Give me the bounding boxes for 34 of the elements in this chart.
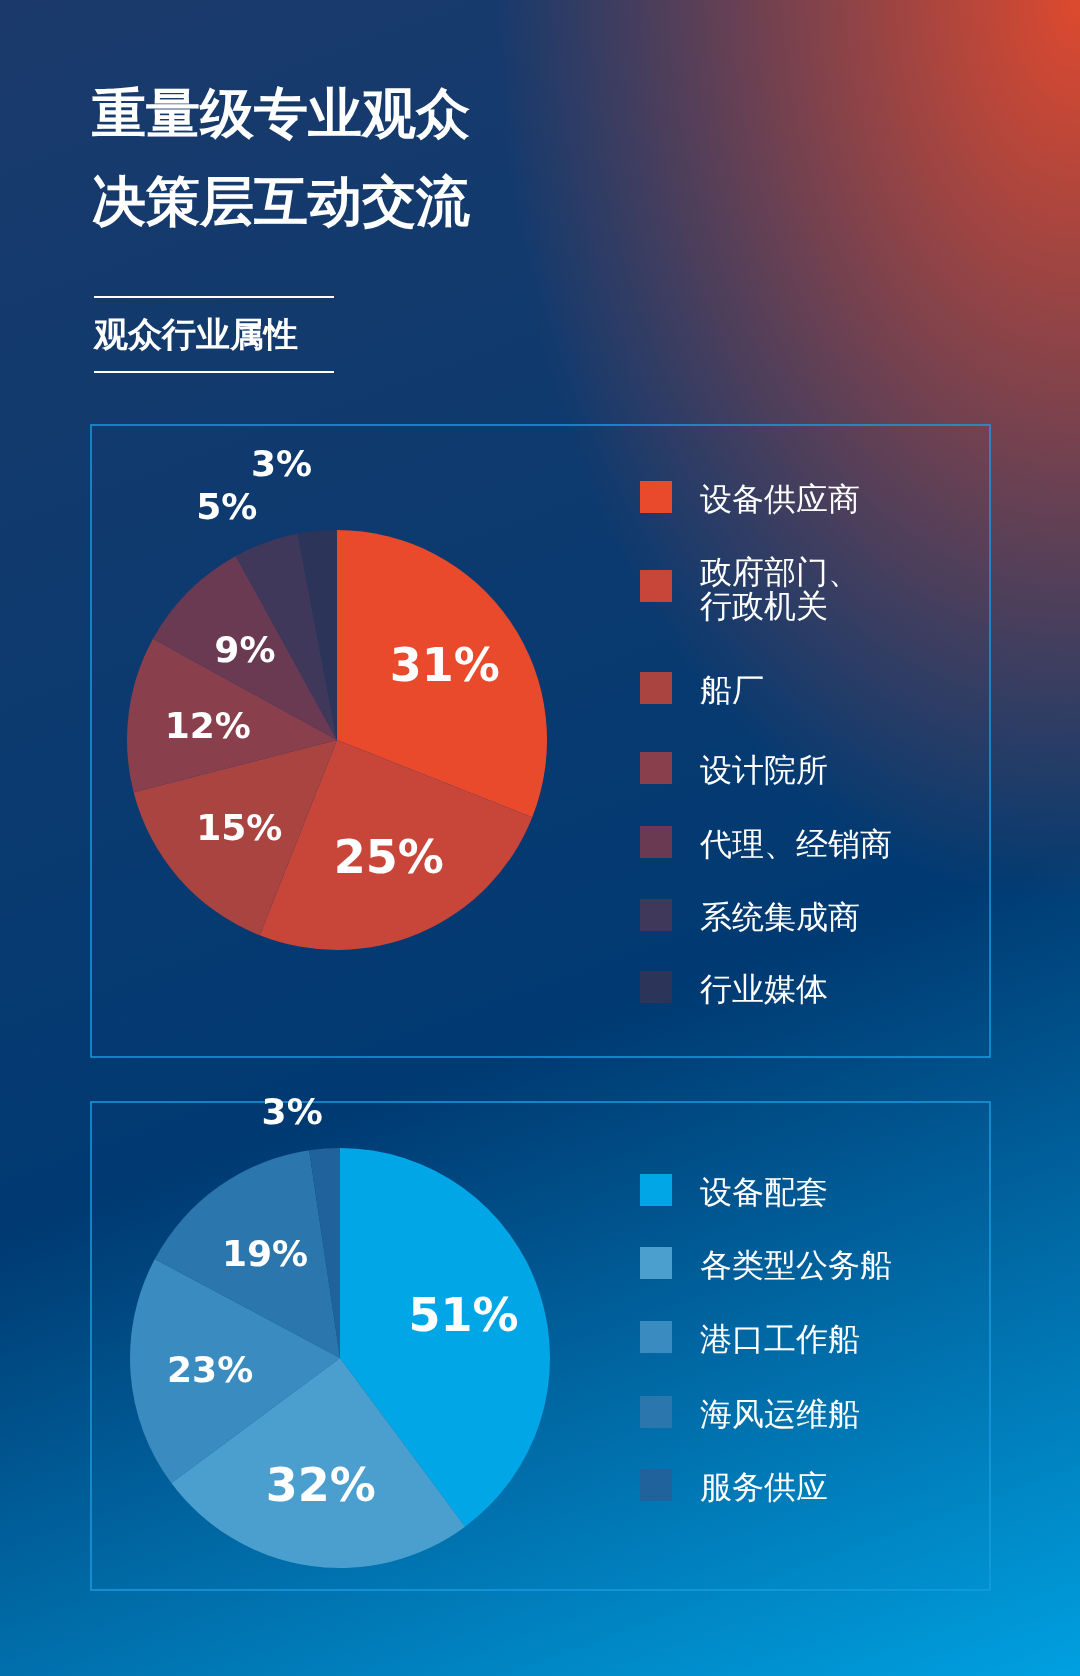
pie-slice (171, 1358, 466, 1568)
legend-label: 船厂 (700, 671, 764, 709)
data-label: 19% (221, 1232, 309, 1274)
data-label: 31% (389, 637, 500, 692)
legend-label: 代理、经销商 (699, 825, 892, 863)
legend-label: 港口工作船 (700, 1320, 860, 1358)
data-label: 25% (333, 830, 444, 885)
data-label: 23% (167, 1348, 254, 1390)
data-label: 3% (261, 1090, 323, 1132)
legend-label: 行业媒体 (700, 970, 828, 1008)
data-label: 12% (164, 704, 251, 746)
data-label: 5% (196, 485, 258, 527)
data-label: 9% (214, 628, 276, 670)
legend-label: 各类型公务船 (700, 1246, 892, 1284)
legend-label: 海风运维船 (700, 1395, 860, 1433)
legend-label: 服务供应 (700, 1468, 828, 1506)
chart-title: 重量级专业观众 (92, 82, 470, 145)
data-label: 15% (196, 807, 283, 849)
pie-slice (154, 1150, 340, 1358)
pie-slice (337, 530, 547, 818)
legend-label: 设计院所 (700, 751, 828, 789)
data-label: 32% (265, 1457, 376, 1512)
pie-slice (133, 740, 337, 936)
chart-subtitle: 决策层互动交流 (92, 170, 470, 233)
text: 观众行业属性 (93, 314, 298, 354)
legend-label: 设备供应商 (700, 480, 860, 518)
pie-slice (152, 555, 337, 740)
data-label: 3% (250, 443, 313, 485)
pie-slice (297, 530, 337, 740)
legend-label: 系统集成商 (700, 898, 860, 936)
legend-label: 设备配套 (700, 1173, 828, 1211)
data-label: 51% (408, 1288, 519, 1343)
pie-slice (127, 638, 337, 793)
legend-label: 政府部门、行政机关 (700, 553, 860, 625)
